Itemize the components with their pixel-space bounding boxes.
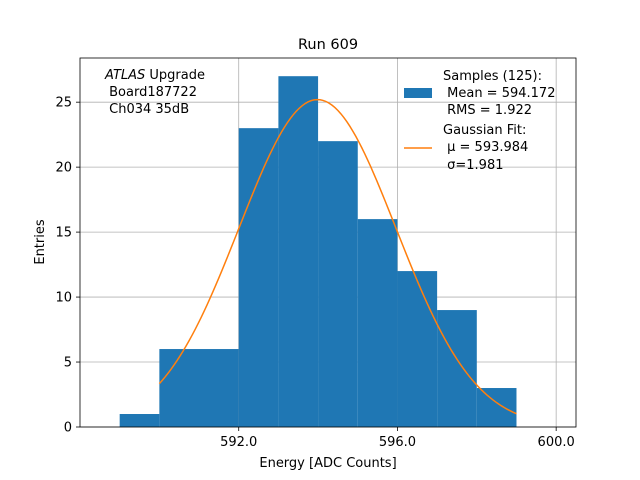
annotation-board: Board187722 <box>105 85 197 100</box>
histogram-bar-4 <box>318 141 358 428</box>
x-axis-ticks: 592.0 596.0 600.0 <box>220 427 575 450</box>
y-tick-label-5: 25 <box>55 96 72 111</box>
atlas-label: ATLAS <box>104 68 145 83</box>
y-tick-label-3: 15 <box>55 226 72 241</box>
legend-fit-sigma: σ=1.981 <box>443 158 503 173</box>
y-axis-ticks: 0 5 10 15 20 25 <box>55 96 80 436</box>
y-tick-label-0: 0 <box>64 421 72 436</box>
legend-samples-mean: Mean = 594.172 <box>443 86 555 101</box>
histogram-bar-6 <box>397 271 438 427</box>
histogram-bar-1 <box>159 349 239 427</box>
y-tick-label-4: 20 <box>55 161 72 176</box>
histogram-bar-0 <box>119 414 160 427</box>
histogram-bar-7 <box>437 310 477 427</box>
histogram-bar-2 <box>238 128 279 427</box>
legend-samples-rms: RMS = 1.922 <box>443 103 532 118</box>
legend-samples-swatch <box>404 88 432 98</box>
upgrade-label: Upgrade <box>145 68 205 83</box>
histogram-bars <box>119 76 517 428</box>
histogram-bar-3 <box>278 76 319 428</box>
y-tick-label-1: 5 <box>64 356 72 371</box>
legend-fit-title: Gaussian Fit: <box>443 123 526 138</box>
x-axis-label: Energy [ADC Counts] <box>259 456 396 471</box>
histogram-bar-5 <box>357 219 398 427</box>
y-tick-label-2: 10 <box>55 291 72 306</box>
x-tick-label-2: 600.0 <box>538 435 575 450</box>
annotation-line-1: ATLAS Upgrade <box>104 68 205 83</box>
plot-frame <box>79 57 577 428</box>
x-tick-label-0: 592.0 <box>220 435 257 450</box>
x-tick-label-1: 596.0 <box>379 435 416 450</box>
legend: Samples (125): Mean = 594.172 RMS = 1.92… <box>404 69 555 173</box>
legend-fit-mu: μ = 593.984 <box>443 140 528 155</box>
legend-samples-title: Samples (125): <box>443 69 542 84</box>
chart-title: Run 609 <box>298 37 358 53</box>
gaussian-fit-curve <box>158 98 517 415</box>
y-axis-label: Entries <box>33 219 48 265</box>
histogram-bar-8 <box>476 388 517 427</box>
annotation-channel: Ch034 35dB <box>105 102 189 117</box>
